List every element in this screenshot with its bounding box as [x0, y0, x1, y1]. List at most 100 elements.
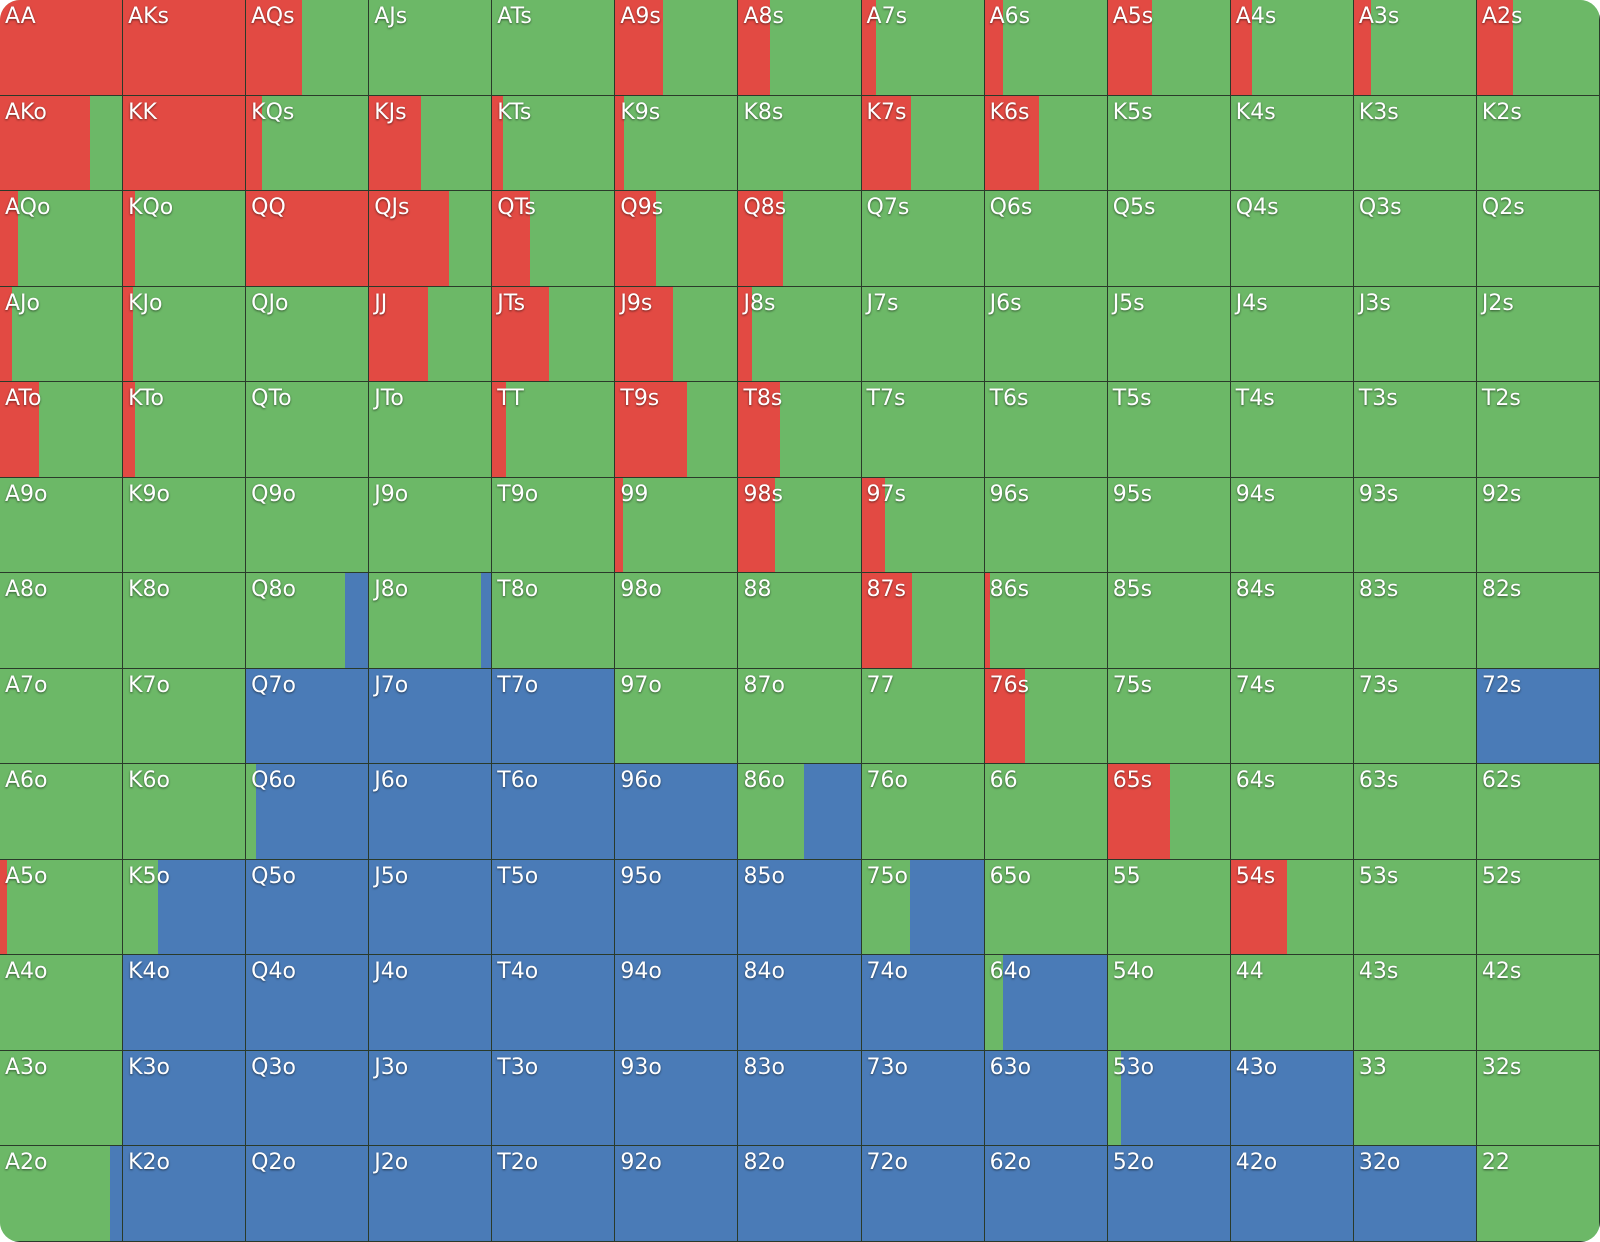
hand-cell: 96s: [984, 477, 1108, 574]
hand-cell: 98s: [738, 477, 862, 574]
call-segment: [615, 573, 738, 668]
raise-segment: [861, 95, 911, 191]
call-segment: [655, 191, 738, 286]
hand-label: 65s: [1112, 768, 1153, 794]
call-segment: [262, 95, 369, 191]
hand-label: 92o: [620, 1150, 662, 1176]
hand-label: Q2o: [251, 1150, 296, 1176]
hand-cell: A5o: [0, 859, 124, 956]
hand-cell: K6o: [123, 764, 247, 860]
hand-label: A5o: [5, 863, 48, 889]
call-segment: [1170, 764, 1230, 859]
hand-cell: 74o: [861, 955, 985, 1051]
hand-cell: 92s: [1476, 477, 1600, 574]
call-segment: [0, 573, 123, 668]
fold-segment: [369, 1050, 492, 1146]
hand-label: ATo: [5, 386, 42, 412]
hand-label: 43o: [1235, 1054, 1278, 1080]
hand-label: 98o: [620, 577, 662, 603]
hand-cell: K7o: [123, 668, 247, 765]
call-segment: [861, 668, 984, 764]
call-segment: [782, 191, 861, 286]
raise-segment: [861, 573, 912, 668]
hand-label: A7s: [866, 4, 908, 29]
hand-label: 86o: [743, 768, 785, 794]
hand-cell: 33: [1353, 1050, 1477, 1147]
hand-cell: 92o: [615, 1146, 739, 1242]
hand-cell: 75s: [1107, 668, 1231, 765]
hand-cell: J5s: [1107, 286, 1231, 383]
hand-cell: T8o: [492, 573, 616, 669]
call-segment: [1476, 95, 1599, 191]
fold-segment: [1230, 1146, 1353, 1241]
hand-cell: ATs: [492, 0, 616, 96]
raise-segment: [738, 286, 752, 382]
call-segment: [615, 668, 738, 764]
hand-label: T2o: [497, 1150, 539, 1176]
fold-segment: [984, 1146, 1107, 1241]
raise-segment: [615, 0, 664, 95]
call-segment: [984, 859, 1107, 955]
hand-cell: 42s: [1476, 955, 1600, 1051]
raise-segment: [1107, 764, 1171, 859]
hand-label: A6s: [989, 4, 1031, 29]
hand-cell: A3s: [1353, 0, 1477, 96]
fold-segment: [1476, 668, 1599, 764]
hand-label: 62o: [989, 1150, 1032, 1176]
call-segment: [505, 382, 615, 477]
hand-label: 66: [989, 768, 1018, 794]
fold-segment: [615, 955, 738, 1050]
fold-segment: [123, 1050, 246, 1146]
hand-cell: 82o: [738, 1146, 862, 1242]
hand-cell: Q7o: [246, 668, 370, 765]
call-segment: [492, 477, 615, 573]
hand-cell: T4o: [492, 955, 616, 1051]
call-segment: [861, 859, 910, 955]
call-segment: [548, 286, 615, 382]
hand-cell: Q5s: [1107, 191, 1231, 287]
call-segment: [1476, 955, 1599, 1050]
hand-cell: QJs: [369, 191, 493, 287]
fold-segment: [246, 1050, 369, 1146]
hand-label: KQs: [251, 99, 295, 125]
hand-cell: ATo: [0, 382, 124, 478]
hand-label: 32s: [1481, 1054, 1522, 1080]
fold-segment: [738, 1050, 861, 1146]
call-segment: [1107, 955, 1230, 1050]
hand-label: 72s: [1481, 672, 1522, 698]
raise-segment: [615, 95, 624, 191]
hand-cell: K3s: [1353, 95, 1477, 192]
hand-cell: 54o: [1107, 955, 1231, 1051]
fold-segment: [246, 1146, 369, 1241]
hand-cell: 72s: [1476, 668, 1600, 765]
hand-label: 65o: [989, 863, 1032, 889]
call-segment: [369, 573, 482, 668]
hand-cell: Q5o: [246, 859, 370, 956]
call-segment: [7, 859, 123, 955]
call-segment: [1025, 668, 1107, 764]
hand-label: K7s: [866, 99, 907, 125]
hand-label: QJs: [374, 195, 410, 221]
raise-segment: [492, 191, 531, 286]
hand-cell: K8s: [738, 95, 862, 192]
hand-label: A4o: [5, 959, 48, 985]
call-segment: [18, 191, 123, 286]
hand-label: K5o: [128, 863, 170, 889]
hand-cell: 86o: [738, 764, 862, 860]
hand-cell: 63s: [1353, 764, 1477, 860]
call-segment: [12, 286, 123, 382]
hand-cell: K2s: [1476, 95, 1600, 192]
hand-cell: AKo: [0, 95, 124, 192]
hand-cell: J9s: [615, 286, 739, 383]
hand-cell: 32o: [1353, 1146, 1477, 1242]
call-segment: [770, 0, 861, 95]
fold-segment: [615, 1146, 738, 1241]
hand-label: T8s: [743, 386, 783, 412]
hand-label: K7o: [128, 672, 170, 698]
raise-segment: [0, 382, 40, 477]
call-segment: [1107, 286, 1230, 382]
hand-cell: 44: [1230, 955, 1354, 1051]
hand-label: 43s: [1358, 959, 1399, 985]
hand-cell: 83s: [1353, 573, 1477, 669]
raise-segment: [123, 95, 246, 191]
